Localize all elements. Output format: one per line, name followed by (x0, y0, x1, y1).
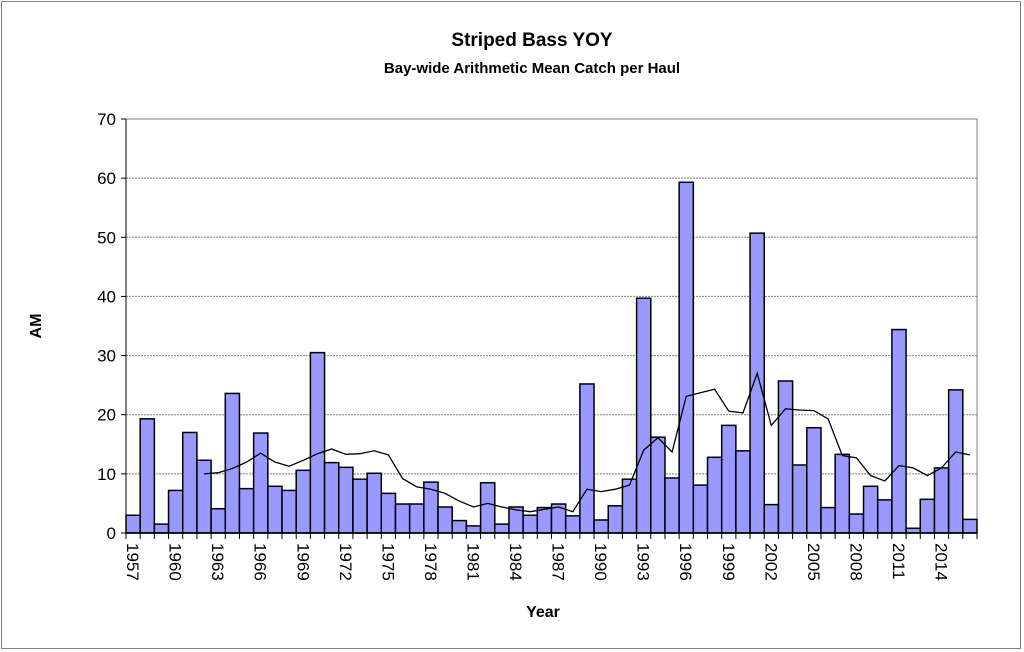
bar (380, 492, 397, 534)
x-tick-label: 1987 (549, 543, 568, 581)
bar (735, 450, 751, 534)
bar (848, 513, 865, 534)
y-tick-label: 50 (97, 228, 116, 247)
bar (465, 525, 482, 534)
bar (791, 464, 808, 534)
bar (536, 506, 553, 534)
bar (224, 392, 241, 534)
bar (933, 467, 950, 534)
bar (139, 418, 156, 534)
bar (323, 461, 340, 534)
chart-title: Striped Bass YOY (451, 30, 613, 51)
bar (806, 426, 822, 534)
x-tick-label: 1993 (634, 543, 653, 581)
bar (295, 469, 312, 534)
bar (777, 380, 794, 534)
x-tick-label: 2002 (761, 543, 780, 581)
x-tick-label: 2005 (804, 543, 823, 581)
x-tick-label: 1984 (506, 543, 525, 581)
bar (196, 459, 212, 534)
x-tick-label: 1975 (378, 543, 397, 581)
x-tick-label: 1960 (166, 543, 185, 581)
bar (876, 499, 893, 534)
bar (167, 489, 184, 534)
chart-subtitle: Bay-wide Arithmetic Mean Catch per Haul (383, 60, 681, 77)
moving-average-line (203, 371, 971, 513)
x-tick-label: 1963 (208, 543, 227, 581)
bar (153, 523, 170, 534)
bar (706, 456, 723, 534)
bar (593, 519, 609, 534)
bar (394, 503, 411, 534)
y-tick-label: 70 (97, 110, 116, 129)
x-tick-label: 1990 (591, 543, 610, 581)
bar (267, 485, 283, 534)
bar (451, 519, 468, 534)
bar (352, 478, 368, 534)
bar (366, 472, 383, 534)
x-tick-label: 1969 (293, 543, 312, 581)
bar (564, 515, 581, 534)
x-tick-label: 2011 (889, 543, 908, 580)
bar (309, 351, 326, 534)
bar (479, 481, 496, 534)
bar (820, 506, 836, 534)
bar (338, 466, 354, 534)
bar (664, 477, 680, 534)
bar (635, 297, 652, 534)
bar (494, 523, 510, 534)
x-tick-label: 2014 (932, 543, 951, 581)
bar (181, 431, 198, 534)
y-tick-label: 0 (107, 524, 116, 543)
y-tick-label: 40 (97, 287, 116, 306)
bar (125, 514, 141, 534)
bar (579, 383, 595, 534)
bar (862, 485, 879, 534)
bar (720, 424, 737, 534)
x-axis-label: Year (526, 604, 560, 621)
y-tick-label: 30 (97, 347, 116, 366)
bar (408, 503, 425, 534)
x-tick-label: 1966 (251, 543, 270, 581)
y-tick-label: 60 (97, 169, 116, 188)
bar (210, 508, 227, 534)
bar (749, 232, 765, 534)
bar (621, 478, 638, 534)
bar (763, 503, 780, 534)
bar (238, 487, 255, 534)
x-tick-label: 1996 (676, 543, 695, 581)
x-tick-label: 1972 (336, 543, 355, 581)
x-tick-label: 2008 (846, 543, 865, 581)
bar (437, 506, 453, 534)
bar (281, 489, 297, 534)
x-tick-label: 1978 (421, 543, 440, 581)
bar (692, 484, 709, 534)
bar (650, 436, 666, 534)
bar (252, 432, 269, 534)
bar (962, 518, 978, 534)
y-tick-label: 20 (97, 406, 116, 425)
bar (522, 514, 539, 534)
bar (919, 498, 936, 534)
bar (834, 453, 851, 534)
x-tick-label: 1981 (463, 543, 482, 581)
bar (947, 389, 964, 534)
x-tick-label: 1999 (719, 543, 738, 581)
bar (678, 181, 695, 534)
x-tick-label: 1957 (123, 543, 142, 581)
y-tick-label: 10 (97, 465, 116, 484)
bar (891, 328, 907, 534)
bar (607, 505, 624, 534)
